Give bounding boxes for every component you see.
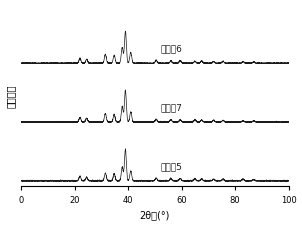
X-axis label: 2θ／(°): 2θ／(°) [140, 209, 170, 219]
Y-axis label: 相对强度: 相对强度 [5, 84, 16, 108]
Text: 实施例6: 实施例6 [160, 45, 182, 54]
Text: 实施例5: 实施例5 [160, 162, 182, 171]
Text: 实施例7: 实施例7 [160, 103, 182, 112]
